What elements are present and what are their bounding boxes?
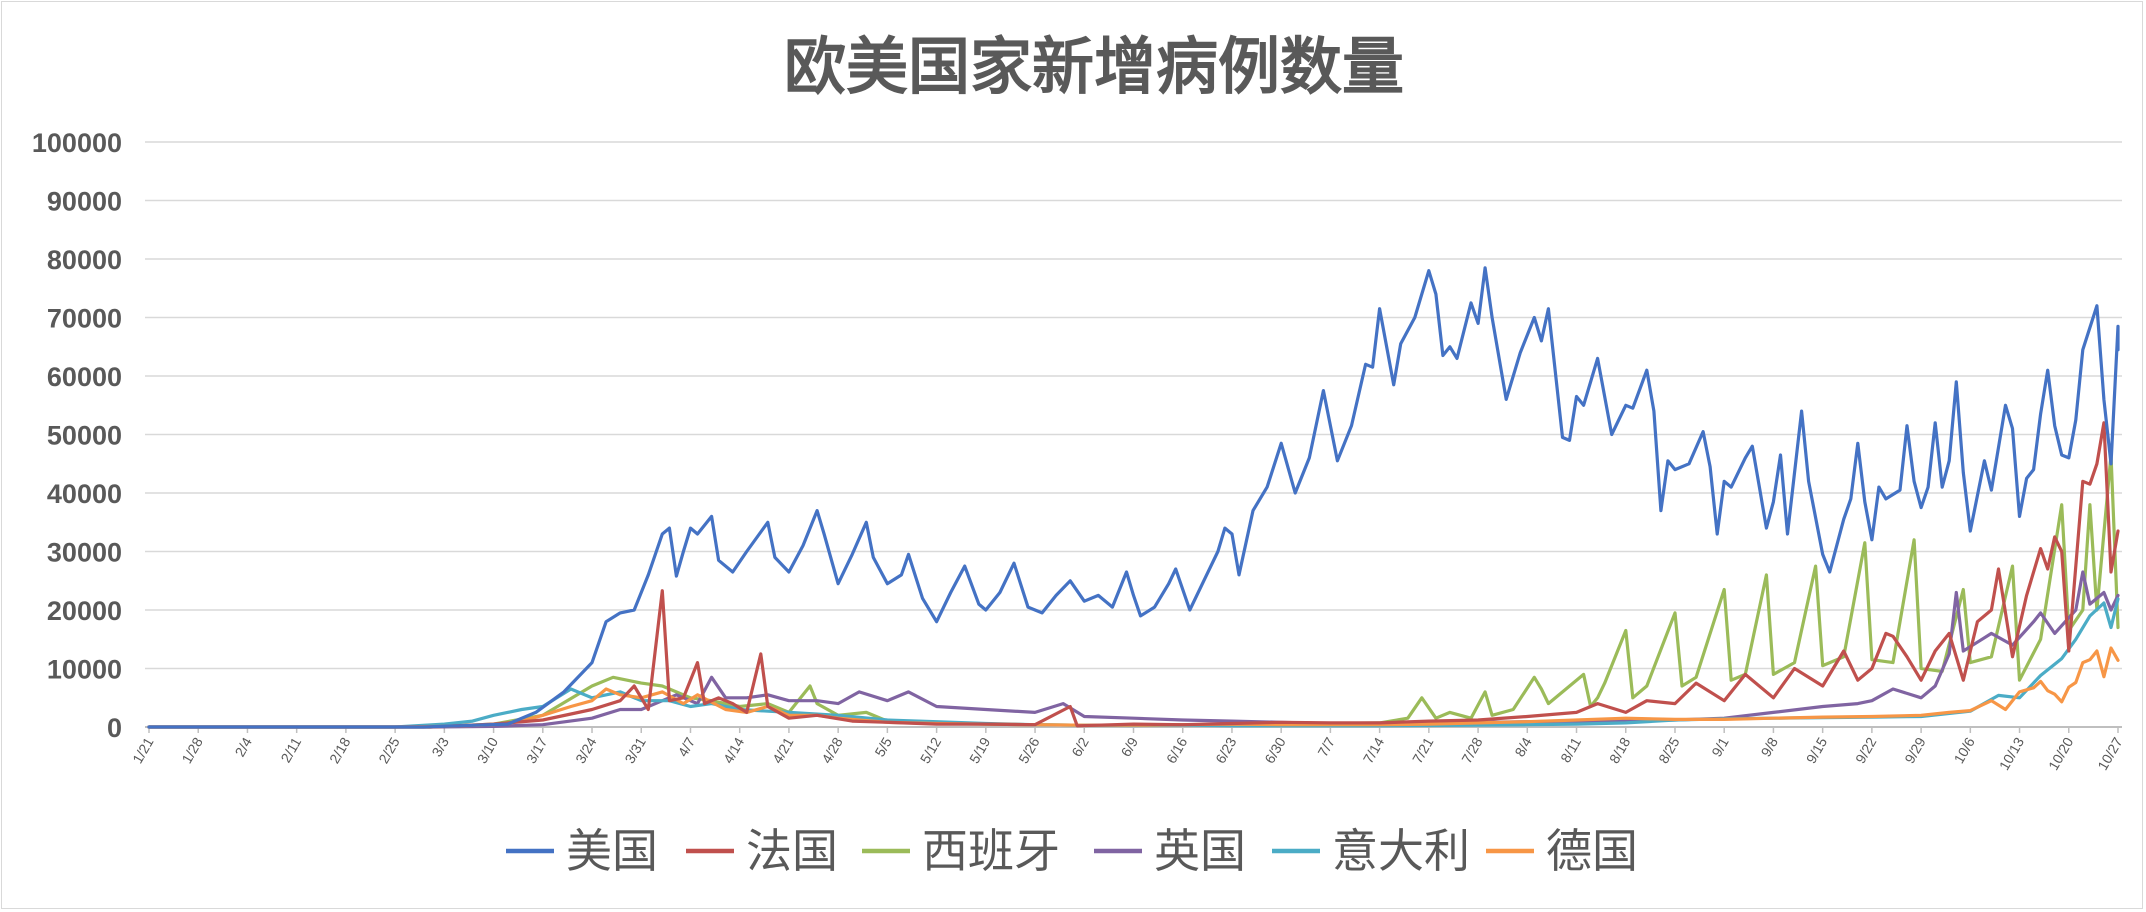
x-tick-label: 9/22: [1852, 734, 1880, 766]
gridlines: [145, 141, 2122, 728]
y-tick-label: 100000: [32, 128, 122, 158]
series-line: [147, 597, 2120, 729]
x-tick-label: 3/24: [572, 734, 600, 766]
chart-title: 欧美国家新增病例数量: [784, 30, 1404, 103]
series-line: [147, 266, 2120, 729]
x-tick-label: 6/2: [1068, 734, 1092, 759]
x-tick-label: 3/31: [621, 734, 649, 766]
x-tick-label: 9/1: [1708, 734, 1732, 759]
x-tick-label: 6/16: [1163, 734, 1191, 766]
x-tick-label: 6/23: [1212, 734, 1240, 766]
series-lines: [147, 266, 2120, 729]
x-tick-label: 3/3: [428, 734, 452, 759]
x-tick-label: 4/21: [769, 734, 797, 766]
x-tick-label: 5/12: [917, 734, 945, 766]
x-tick-label: 7/14: [1360, 734, 1388, 766]
legend-label: 西班牙: [922, 824, 1060, 878]
x-tick-label: 1/28: [178, 734, 206, 766]
x-tick-label: 2/11: [277, 734, 304, 765]
x-tick-label: 10/27: [2094, 734, 2125, 773]
y-tick-label: 50000: [47, 421, 122, 451]
x-tick-label: 4/28: [818, 734, 846, 766]
x-axis-ticks: 1/21 1/28 2/4 2/11 2/18 2/25 3/3 3/10 3/17 3/24 3/…: [129, 727, 2126, 773]
y-tick-label: 20000: [47, 596, 122, 626]
x-tick-label: 5/26: [1015, 734, 1043, 766]
x-tick-label: 7/21: [1409, 734, 1437, 766]
legend-label: 德国: [1546, 824, 1638, 878]
x-tick-label: 2/18: [326, 734, 354, 766]
legend-label: 英国: [1154, 824, 1246, 878]
x-tick-label: 7/7: [1314, 734, 1338, 759]
x-tick-label: 5/5: [871, 734, 895, 759]
x-tick-label: 10/6: [1950, 734, 1978, 766]
x-tick-label: 4/7: [674, 734, 698, 759]
y-tick-label: 60000: [47, 362, 122, 392]
legend-label: 意大利: [1332, 824, 1470, 878]
x-tick-label: 2/25: [375, 734, 403, 766]
x-tick-label: 8/25: [1655, 734, 1683, 766]
x-tick-label: 10/13: [1996, 734, 2027, 773]
x-tick-label: 7/28: [1458, 734, 1486, 766]
y-tick-label: 0: [107, 713, 122, 743]
x-tick-label: 4/14: [720, 734, 748, 766]
x-tick-label: 6/30: [1261, 734, 1289, 766]
legend-label: 法国: [746, 824, 838, 878]
y-tick-label: 10000: [47, 655, 122, 685]
y-tick-label: 80000: [47, 245, 122, 275]
x-tick-label: 8/11: [1557, 734, 1584, 765]
x-tick-label: 9/8: [1757, 734, 1781, 759]
series-line: [147, 646, 2120, 729]
x-tick-label: 8/18: [1606, 734, 1634, 766]
series-line: [147, 421, 2120, 729]
x-tick-label: 6/9: [1118, 734, 1142, 759]
x-tick-label: 3/10: [474, 734, 502, 766]
x-tick-label: 3/17: [523, 734, 551, 766]
legend-label: 美国: [566, 824, 658, 878]
x-tick-label: 9/15: [1803, 734, 1831, 766]
x-tick-label: 2/4: [231, 734, 255, 759]
y-tick-label: 40000: [47, 479, 122, 509]
x-tick-label: 8/4: [1511, 734, 1535, 759]
y-tick-label: 90000: [47, 187, 122, 217]
y-axis-ticks: 0 10000 20000 30000 40000 50000 60000 70000 8000…: [32, 128, 122, 743]
y-tick-label: 70000: [47, 304, 122, 334]
legend: 美国 法国 西班牙 英国 意大利 德国: [506, 824, 1638, 878]
x-tick-label: 1/21: [129, 734, 157, 766]
y-tick-label: 30000: [47, 538, 122, 568]
x-tick-label: 10/20: [2045, 734, 2076, 773]
x-tick-label: 9/29: [1901, 734, 1929, 766]
x-tick-label: 5/19: [966, 734, 994, 766]
